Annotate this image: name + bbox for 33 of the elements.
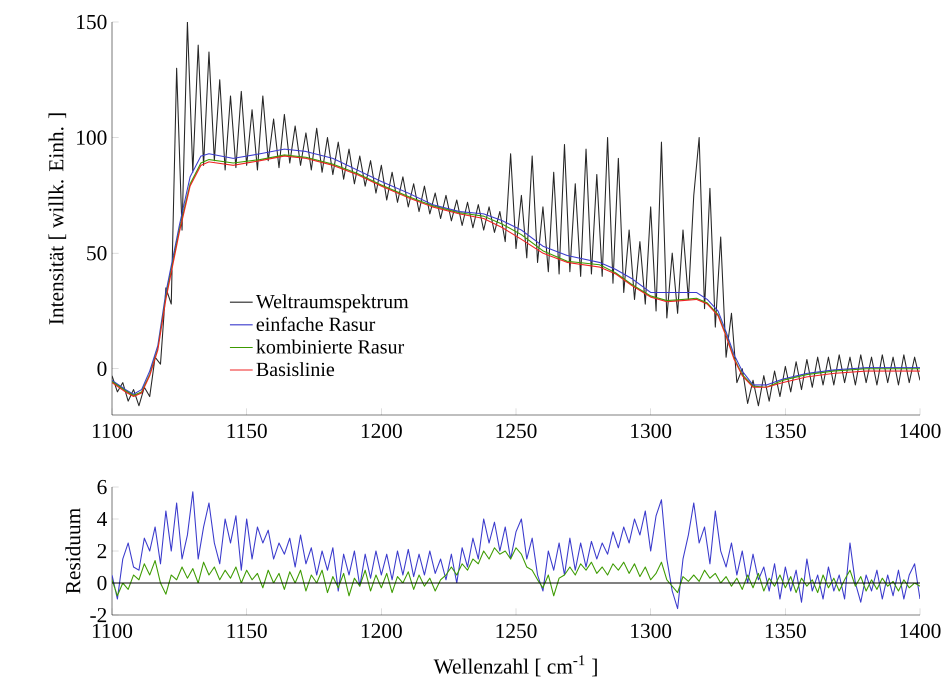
x-tick-label: 1300 [631,624,672,638]
x-tick-label: 1150 [228,624,267,638]
x-tick-label: 1350 [766,624,806,638]
x-axis-title: Wellenzahl [ cm$^{-1}$ ] [434,655,597,676]
x-tick-label: 1200 [362,424,402,438]
y-tick-label: 6 [98,480,107,494]
line-series [112,22,920,406]
y-tick-label: 100 [77,130,106,145]
x-tick-label: 1350 [766,424,806,438]
legend-label: Weltraumspektrum [256,294,408,312]
y-tick-label: 0 [97,576,106,590]
x-tick-label: 1200 [362,624,402,638]
line-series [112,491,920,610]
x-tick-label: 1300 [631,424,672,438]
legend-label: kombinierte Rasur [256,340,404,354]
x-tick-label: 1400 [900,624,941,638]
legend-label: Basislinie [256,362,334,376]
y-tick-label: 4 [97,512,107,526]
y-axis-title: Residuum [65,508,80,594]
y-tick-label: 50 [87,246,106,260]
y-tick-label: 2 [98,544,106,558]
y-axis-title: Intensität [ willk. Einh. ] [48,113,66,324]
line-series [112,547,920,596]
y-tick-label: -2 [90,608,106,622]
legend-label: einfache Rasur [256,316,376,332]
x-tick-label: 1250 [496,624,537,638]
x-tick-label: 1100 [92,424,132,438]
x-tick-label: 1250 [496,424,537,438]
x-tick-label: 1400 [900,424,941,438]
x-tick-label: 1150 [228,424,267,438]
y-tick-label: 150 [77,14,106,30]
x-tick-label: 1100 [92,624,132,638]
y-tick-label: 0 [97,362,106,376]
